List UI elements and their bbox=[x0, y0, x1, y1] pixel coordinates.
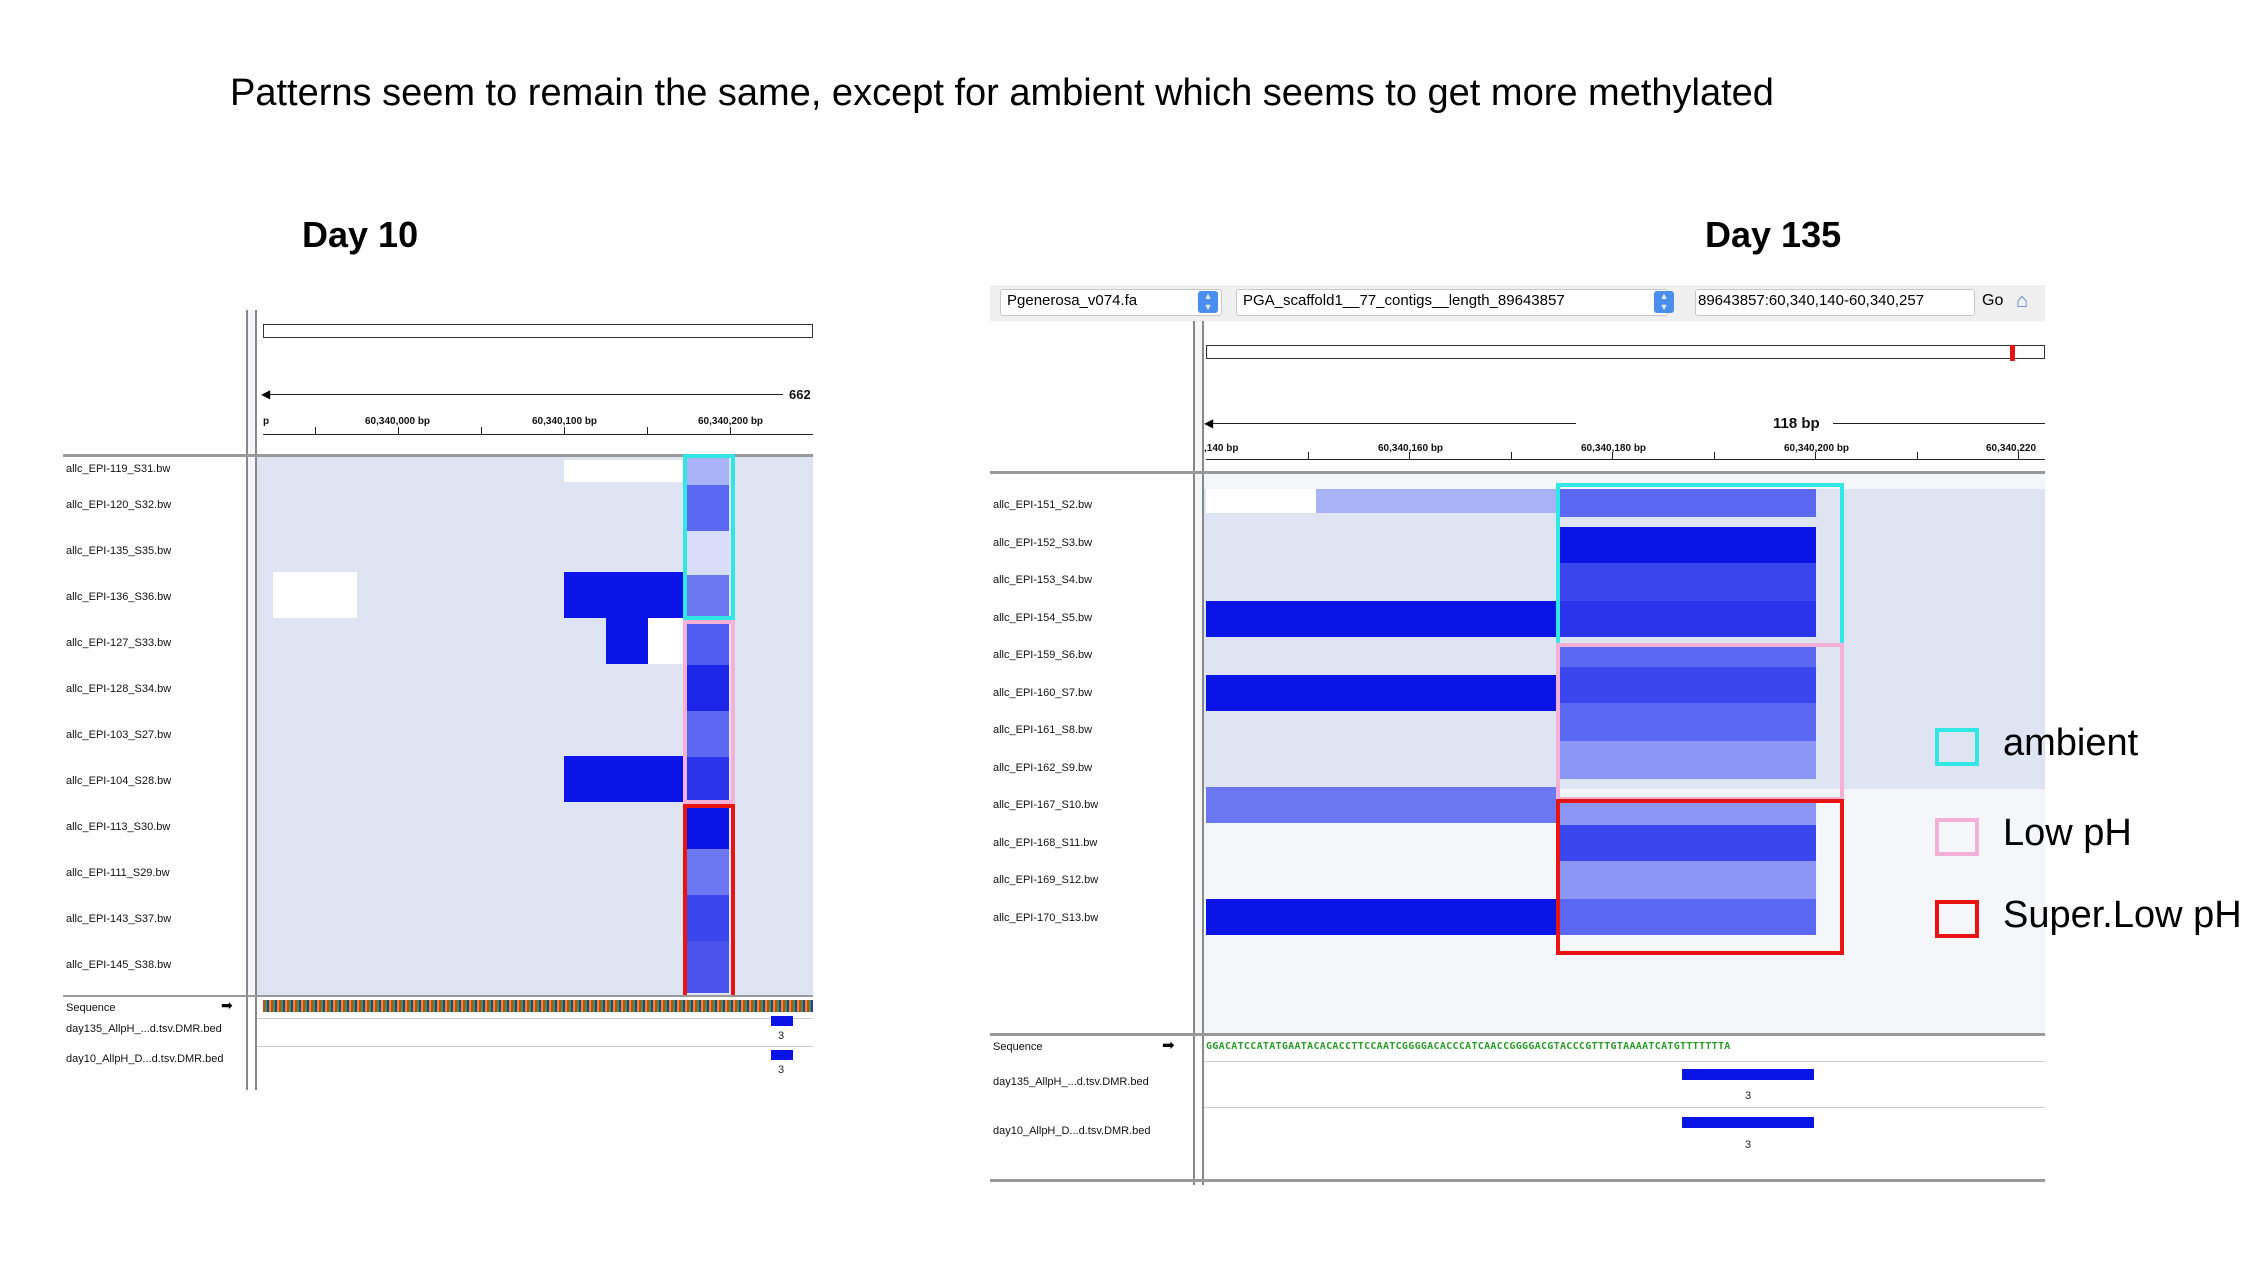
bed-track-label[interactable]: day135_AllpH_...d.tsv.DMR.bed bbox=[993, 1076, 1149, 1088]
slide-title: Patterns seem to remain the same, except… bbox=[230, 72, 1774, 114]
sequence-track-label: Sequence bbox=[66, 1002, 116, 1014]
ruler-tick: 60,340,100 bp bbox=[532, 416, 598, 427]
day10-igv-panel: ◀ 662 p 60,340,000 bp 60,340,100 bp 60,3… bbox=[63, 310, 813, 1090]
legend-ambient-label: ambient bbox=[2003, 722, 2139, 764]
home-icon[interactable]: ⌂ bbox=[2016, 290, 2029, 312]
ambient-group-box bbox=[1556, 483, 1844, 647]
go-button[interactable]: Go bbox=[1982, 292, 2004, 309]
chromosome-dropdown-icon[interactable]: ▴ ▾ bbox=[1654, 291, 1674, 313]
chromosome-ideogram[interactable] bbox=[1206, 345, 2045, 359]
track-label[interactable]: allc_EPI-162_S9.bw bbox=[993, 762, 1093, 774]
track-label[interactable]: allc_EPI-119_S31.bw bbox=[66, 463, 171, 475]
genome-dropdown-icon[interactable]: ▴ ▾ bbox=[1198, 291, 1218, 313]
locus-input[interactable]: 89643857:60,340,140-60,340,257 bbox=[1695, 289, 1975, 316]
ruler-tick: 60,340,160 bp bbox=[1378, 443, 1444, 454]
dmr-feature[interactable] bbox=[771, 1050, 793, 1060]
dmr-feature[interactable] bbox=[1682, 1117, 1814, 1128]
span-label: 662 bbox=[789, 387, 811, 402]
track-names-column bbox=[63, 310, 246, 1090]
super-low-ph-group-box bbox=[683, 804, 735, 1000]
track-label[interactable]: allc_EPI-167_S10.bw bbox=[993, 799, 1099, 811]
track-label[interactable]: allc_EPI-152_S3.bw bbox=[993, 537, 1093, 549]
track-label[interactable]: allc_EPI-145_S38.bw bbox=[66, 959, 172, 971]
track-label[interactable]: allc_EPI-120_S32.bw bbox=[66, 499, 172, 511]
bed-track-label[interactable]: day135_AllpH_...d.tsv.DMR.bed bbox=[66, 1023, 222, 1035]
track-label[interactable]: allc_EPI-159_S6.bw bbox=[993, 649, 1093, 661]
super-low-ph-group-box bbox=[1556, 799, 1844, 955]
track-label[interactable]: allc_EPI-161_S8.bw bbox=[993, 724, 1093, 736]
track-label[interactable]: allc_EPI-127_S33.bw bbox=[66, 637, 172, 649]
dmr-feature[interactable] bbox=[771, 1016, 793, 1026]
track-label[interactable]: allc_EPI-113_S30.bw bbox=[66, 821, 171, 833]
chromosome-select[interactable]: PGA_scaffold1__77_contigs__length_896438… bbox=[1236, 289, 1668, 316]
ruler-tick: 60,340,200 bp bbox=[698, 416, 764, 427]
legend-super-low-ph-label: Super.Low pH bbox=[2003, 894, 2242, 936]
ruler-tick: ,140 bp bbox=[1204, 443, 1239, 454]
track-label[interactable]: allc_EPI-103_S27.bw bbox=[66, 729, 172, 741]
track-label[interactable]: allc_EPI-160_S7.bw bbox=[993, 687, 1093, 699]
ruler-tick: 60,340,180 bp bbox=[1581, 443, 1647, 454]
ruler-tick: 60,340,000 bp bbox=[365, 416, 431, 427]
genome-select[interactable]: Pgenerosa_v074.fa bbox=[1000, 289, 1222, 316]
legend-super-low-ph-swatch bbox=[1935, 900, 1979, 938]
low-ph-group-box bbox=[1556, 643, 1844, 801]
ruler-tick: 60,340,200 bp bbox=[1784, 443, 1850, 454]
track-label[interactable]: allc_EPI-168_S11.bw bbox=[993, 837, 1098, 849]
track-label[interactable]: allc_EPI-143_S37.bw bbox=[66, 913, 172, 925]
track-label[interactable]: allc_EPI-111_S29.bw bbox=[66, 867, 170, 879]
low-ph-group-box bbox=[683, 620, 735, 804]
sequence-bases: GGACATCCATATGAATACACACCTTCCAATCGGGGACACC… bbox=[1206, 1041, 1731, 1052]
sequence-bases bbox=[263, 1000, 813, 1012]
legend-ambient-swatch bbox=[1935, 728, 1979, 766]
dmr-feature[interactable] bbox=[1682, 1069, 1814, 1080]
track-label[interactable]: allc_EPI-135_S35.bw bbox=[66, 545, 172, 557]
day10-title: Day 10 bbox=[302, 214, 419, 255]
strand-arrow-icon[interactable]: ➡ bbox=[1162, 1037, 1175, 1054]
track-label[interactable]: allc_EPI-154_S5.bw bbox=[993, 612, 1093, 624]
strand-arrow-icon[interactable]: ➡ bbox=[221, 997, 233, 1013]
bed-track-label[interactable]: day10_AllpH_D...d.tsv.DMR.bed bbox=[993, 1125, 1151, 1137]
chromosome-ideogram[interactable] bbox=[263, 324, 813, 338]
track-label[interactable]: allc_EPI-170_S13.bw bbox=[993, 912, 1099, 924]
track-label[interactable]: allc_EPI-136_S36.bw bbox=[66, 591, 172, 603]
track-label[interactable]: allc_EPI-151_S2.bw bbox=[993, 499, 1093, 511]
track-label[interactable]: allc_EPI-169_S12.bw bbox=[993, 874, 1099, 886]
legend-low-ph-swatch bbox=[1935, 818, 1979, 856]
track-label[interactable]: allc_EPI-153_S4.bw bbox=[993, 574, 1093, 586]
sequence-track-label: Sequence bbox=[993, 1041, 1043, 1053]
current-region-marker bbox=[2010, 345, 2015, 361]
track-label[interactable]: allc_EPI-104_S28.bw bbox=[66, 775, 172, 787]
span-label: 118 bp bbox=[1773, 415, 1820, 432]
day135-igv-panel: Pgenerosa_v074.fa ▴ ▾ PGA_scaffold1__77_c… bbox=[990, 285, 2045, 1185]
ambient-group-box bbox=[683, 454, 735, 620]
legend-low-ph-label: Low pH bbox=[2003, 812, 2132, 854]
ruler-tick: 60,340,220 bbox=[1986, 443, 2037, 454]
day135-title: Day 135 bbox=[1705, 214, 1842, 255]
track-label[interactable]: allc_EPI-128_S34.bw bbox=[66, 683, 172, 695]
bed-track-label[interactable]: day10_AllpH_D...d.tsv.DMR.bed bbox=[66, 1053, 224, 1065]
